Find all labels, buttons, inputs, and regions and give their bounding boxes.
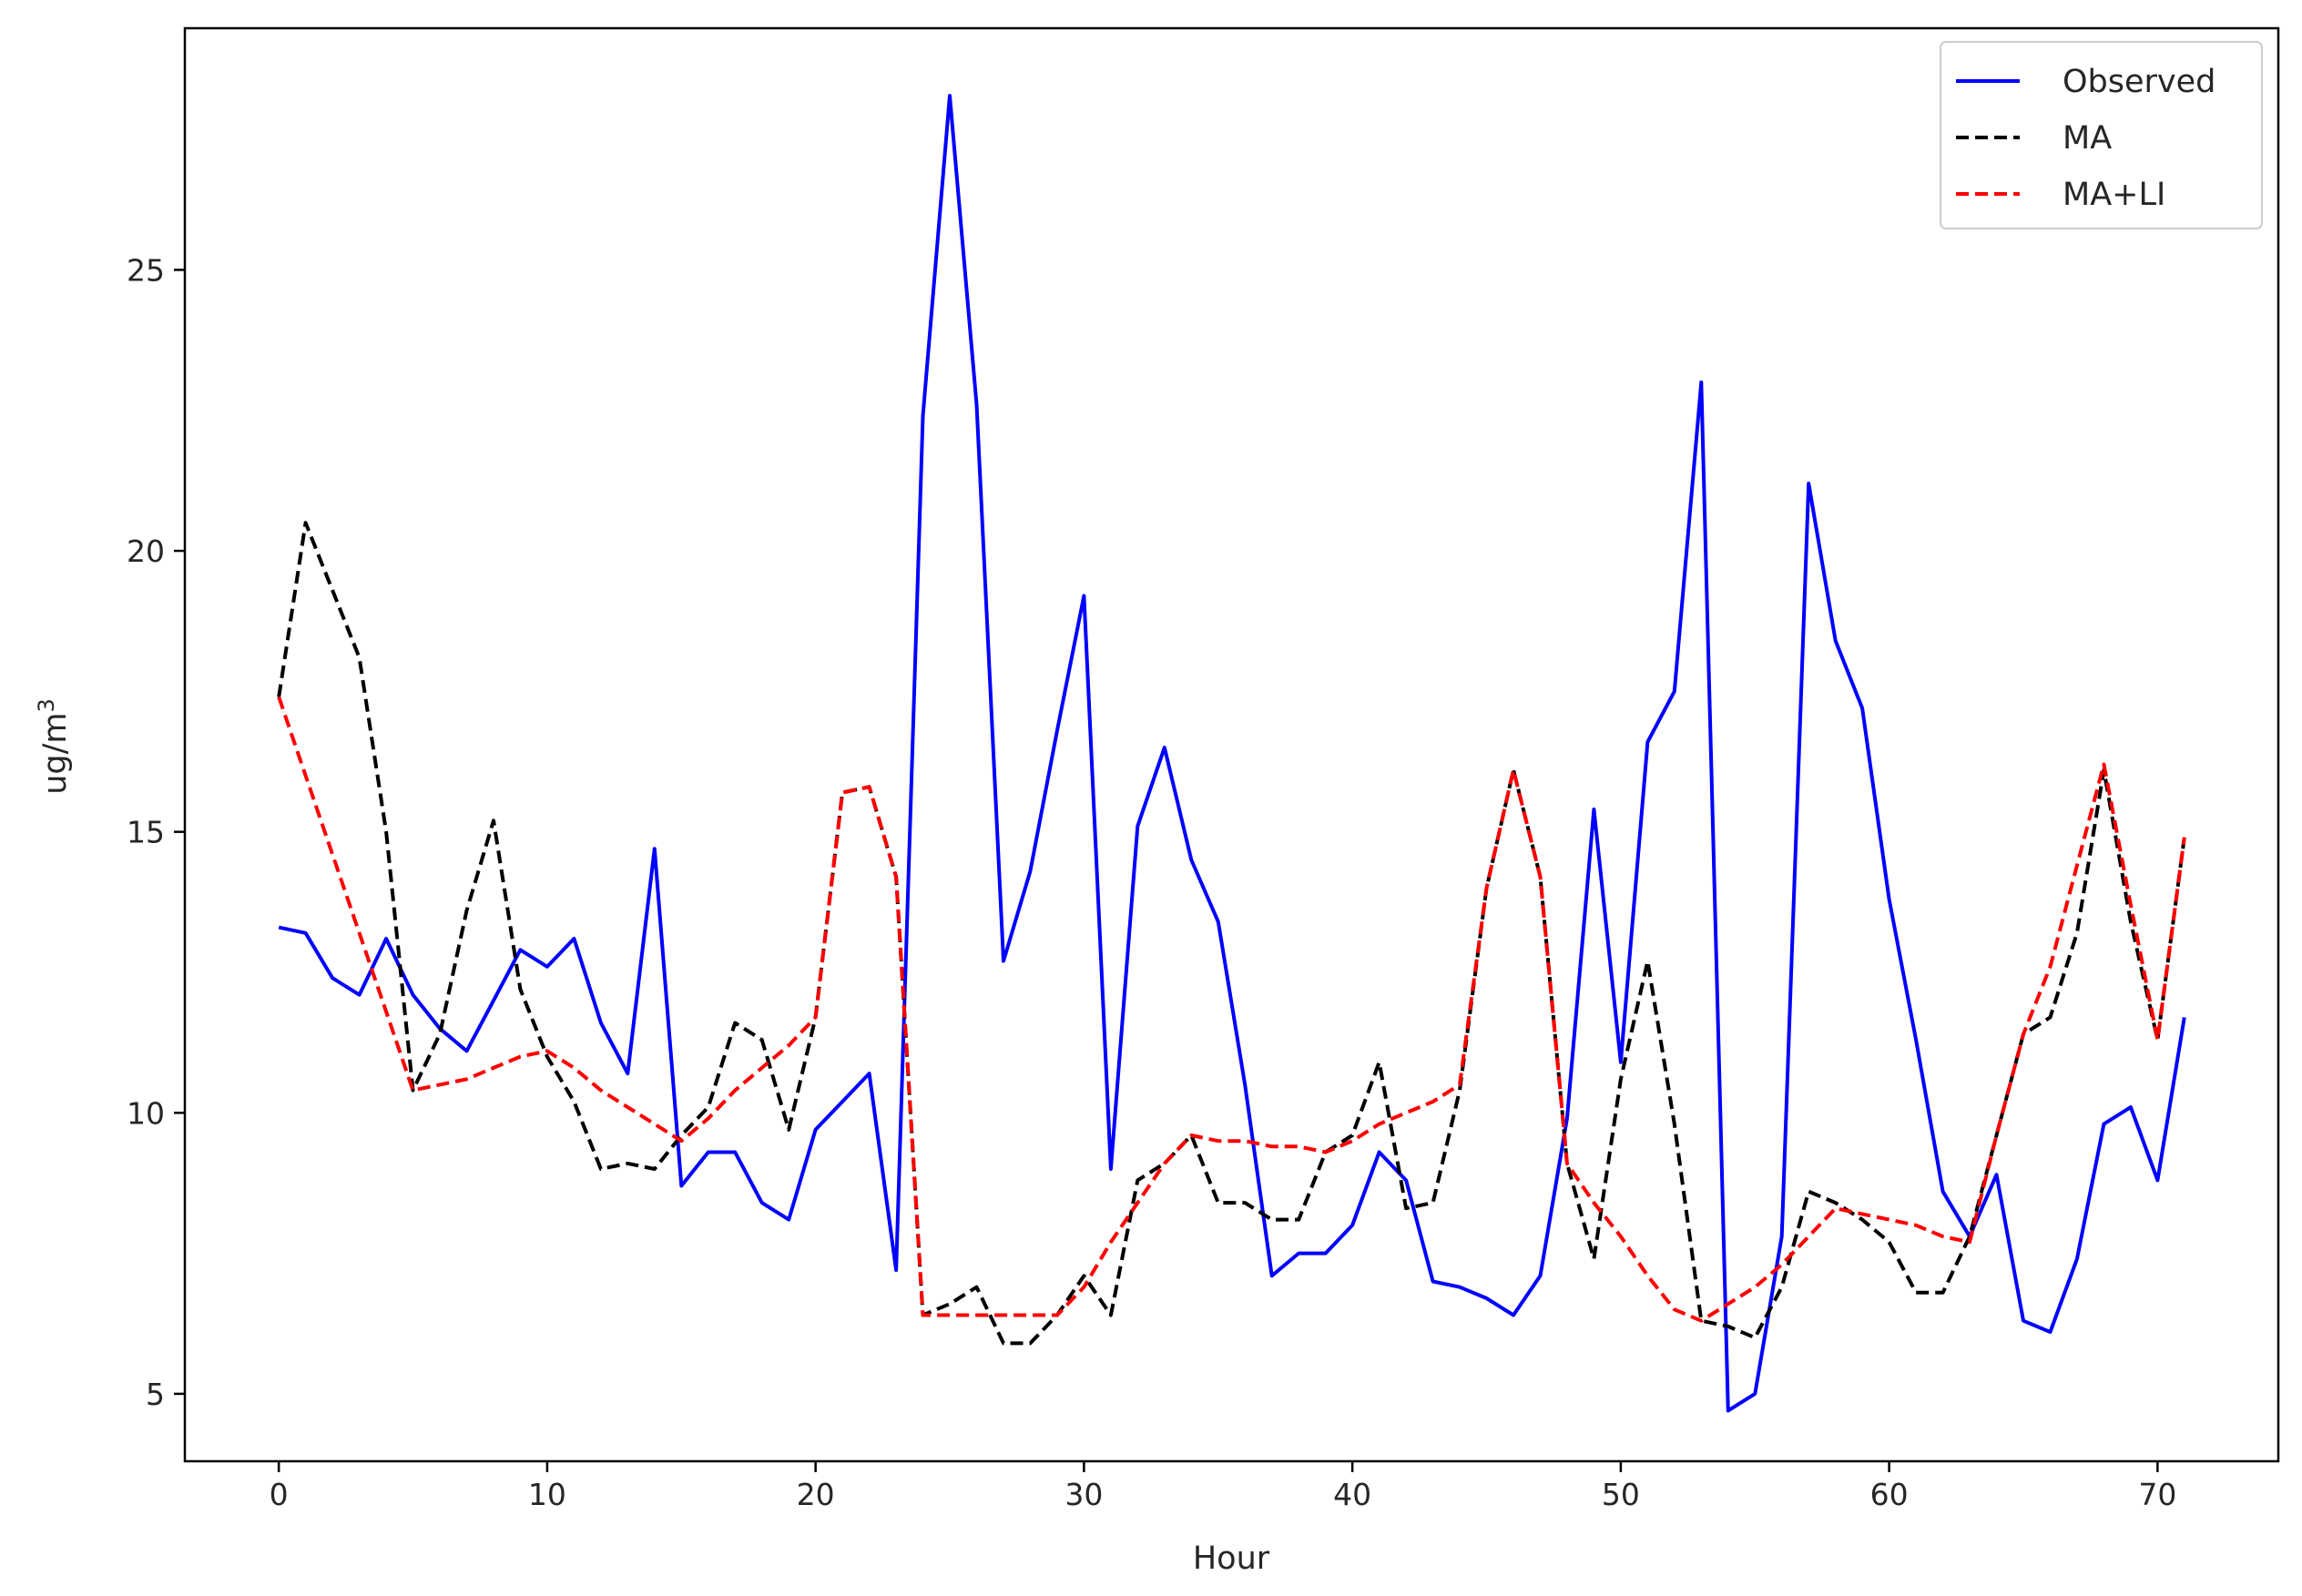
y-tick-label: 15 [127, 815, 165, 850]
x-tick-label: 0 [270, 1477, 289, 1512]
legend-entries: Observed MA MA+LI [1956, 64, 2215, 213]
x-tick-label: 40 [1333, 1477, 1371, 1512]
y-tick-label: 10 [127, 1095, 165, 1131]
y-axis: 5 10 15 20 25 [127, 252, 185, 1412]
x-tick-label: 50 [1602, 1477, 1640, 1512]
x-axis: 0 10 20 30 40 50 60 70 [270, 1461, 2176, 1512]
x-tick-label: 20 [797, 1477, 835, 1512]
y-tick-label: 20 [127, 534, 165, 569]
legend: Observed MA MA+LI [1940, 41, 2263, 229]
y-axis-label-superscript: 3 [34, 698, 59, 712]
legend-box [1940, 41, 2263, 229]
series-line-ma-li [277, 696, 2186, 1323]
legend-label: MA+LI [2063, 177, 2165, 213]
series-layer [277, 94, 2186, 1413]
y-tick-label: 5 [146, 1377, 165, 1412]
x-tick-label: 10 [528, 1477, 566, 1512]
x-axis-label: Hour [1193, 1540, 1270, 1577]
series-line-observed [278, 94, 2186, 1413]
y-tick-label: 25 [127, 252, 165, 288]
legend-label: Observed [2063, 64, 2215, 100]
x-tick-label: 60 [1870, 1477, 1909, 1512]
legend-label: MA [2063, 120, 2112, 157]
x-tick-label: 70 [2138, 1477, 2176, 1512]
y-axis-label-text: ug/m [37, 712, 74, 794]
plot-frame [183, 26, 2280, 1463]
series-line-ma [277, 521, 2186, 1346]
x-tick-label: 30 [1064, 1477, 1103, 1512]
y-axis-label: ug/m3 [34, 698, 74, 795]
